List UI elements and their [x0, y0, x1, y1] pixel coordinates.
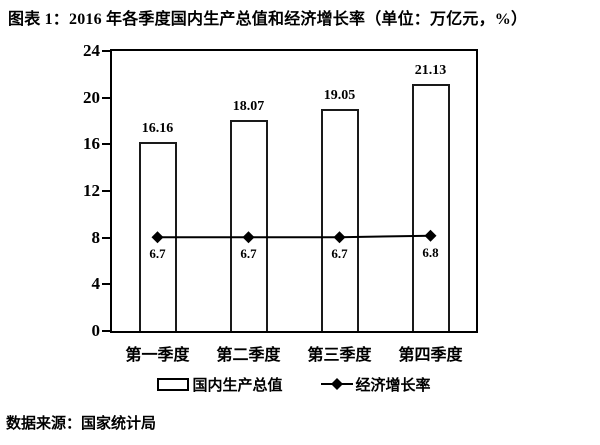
x-axis-category-label: 第二季度 — [216, 347, 281, 364]
x-axis-category-label: 第四季度 — [398, 347, 463, 364]
gdp-bar — [411, 84, 450, 331]
y-axis-tick-mark — [102, 143, 110, 146]
y-axis-tick-label: 4 — [91, 274, 101, 294]
bar-value-label: 16.16 — [141, 121, 174, 137]
y-axis-tick-mark — [102, 236, 110, 239]
chart-legend: 国内生产总值 经济增长率 — [110, 373, 478, 395]
y-axis-tick-mark — [102, 96, 110, 99]
bar-swatch-icon — [157, 377, 190, 391]
legend-label-gdp: 国内生产总值 — [192, 377, 283, 394]
diamond-marker — [151, 231, 164, 244]
diamond-marker — [424, 229, 437, 242]
growth-value-label: 6.7 — [240, 246, 257, 262]
growth-line — [157, 234, 431, 239]
y-axis-tick-mark — [102, 190, 110, 192]
diamond-marker — [242, 231, 255, 244]
growth-value-label: 6.8 — [422, 244, 439, 260]
y-axis-tick-mark — [102, 330, 110, 332]
y-axis-tick-mark — [102, 283, 110, 286]
legend-item-gdp: 国内生产总值 — [157, 374, 283, 395]
y-axis-tick-mark — [102, 50, 110, 52]
source-note: 数据来源：国家统计局 — [6, 416, 157, 432]
x-axis-category-label: 第一季度 — [125, 347, 190, 364]
growth-value-label: 6.7 — [331, 246, 348, 262]
y-axis-tick-label: 8 — [91, 227, 101, 247]
y-axis-tick-label: 12 — [83, 181, 100, 200]
plot-area: 16.16 18.07 19.05 21.13 6.7 6.7 6.7 6.8 — [110, 49, 478, 333]
legend-label-growth: 经济增长率 — [355, 377, 431, 394]
gdp-bar — [320, 108, 359, 331]
x-axis-category-label: 第三季度 — [307, 347, 372, 364]
y-axis-tick-label: 20 — [83, 87, 100, 107]
growth-value-label: 6.7 — [149, 246, 166, 262]
y-axis-tick-label: 16 — [83, 134, 100, 154]
chart-title: 图表 1：2016 年各季度国内生产总值和经济增长率（单位：万亿元，%） — [8, 11, 528, 28]
y-axis-tick-label: 24 — [83, 41, 100, 60]
diamond-marker — [333, 231, 346, 244]
data-labels-layer: 16.16 18.07 19.05 21.13 6.7 6.7 6.7 6.8 — [112, 51, 476, 331]
bar-value-label: 18.07 — [232, 99, 265, 115]
growth-line-layer — [151, 229, 437, 244]
bar-value-label: 21.13 — [414, 63, 447, 79]
y-axis-tick-label: 0 — [91, 321, 101, 340]
bar-value-label: 19.05 — [323, 87, 356, 103]
line-diamond-swatch-icon — [320, 378, 353, 390]
legend-item-growth: 经济增长率 — [320, 374, 431, 395]
gdp-bar — [229, 120, 268, 331]
